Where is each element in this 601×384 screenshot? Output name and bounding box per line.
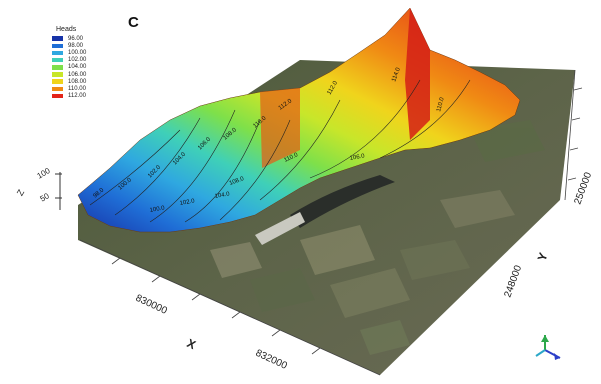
legend-label: 106.00: [68, 71, 87, 78]
legend-entry: 102.00: [52, 57, 112, 64]
legend-swatch: [52, 86, 63, 92]
legend-entry: 112.00: [52, 93, 112, 100]
legend-swatch: [52, 65, 63, 70]
legend-label: 96.00: [68, 35, 84, 42]
z-axis: 100 50 Z: [15, 166, 62, 210]
legend-title: Heads: [56, 26, 77, 33]
x-tick-832000: 832000: [254, 348, 289, 372]
contour-label: 104.0: [214, 191, 230, 200]
contour-label: 110.0: [436, 96, 446, 112]
legend-entry: 110.00: [52, 85, 112, 92]
pale-field: [255, 212, 305, 245]
legend-swatch: [52, 72, 63, 77]
contour-label: 108.0: [229, 176, 246, 187]
legend-label: 110.00: [68, 85, 86, 92]
head-ridge-wall: [405, 8, 430, 140]
x-tick-830000: 830000: [134, 293, 169, 317]
legend-entries: 96.00 98.00 100.00 102.00 104.00 106.00 108.00…: [52, 35, 112, 100]
y-tick-248000: 248000: [502, 263, 524, 299]
legend-label: 100.00: [68, 49, 87, 56]
legend-entry: 104.00: [52, 64, 112, 71]
legend-swatch: [52, 36, 63, 41]
panel-label: C: [128, 14, 139, 31]
z-tick-100: 100: [36, 166, 53, 181]
contour-label: 100.0: [149, 205, 165, 214]
z-tick-50: 50: [39, 191, 52, 204]
river-channel: [290, 175, 395, 228]
contour-lines: [89, 79, 471, 223]
orientation-axes-icon: [535, 335, 561, 360]
legend-label: 108.00: [68, 78, 87, 85]
legend-swatch: [52, 50, 63, 56]
legend-swatch: [52, 43, 63, 49]
legend-entry: 100.00: [52, 49, 112, 56]
y-tick-250000: 250000: [572, 170, 594, 206]
y-axis-label: Y: [535, 251, 551, 263]
legend-swatch: [52, 93, 63, 99]
z-axis-label: Z: [15, 187, 27, 197]
legend-swatch: [52, 79, 63, 84]
legend-swatch: [52, 57, 63, 63]
legend-label: 112.00: [68, 93, 86, 100]
legend-entry: 96.00: [52, 35, 112, 42]
heads-legend: Heads 96.00 98.00 100.00 102.00 104.00 106.00…: [52, 26, 112, 100]
contour-label: 110.0: [283, 152, 299, 164]
x-axis-label: X: [185, 336, 198, 352]
contour-label: 106.0: [349, 153, 365, 162]
legend-label: 102.00: [68, 57, 87, 64]
head-front-wall: [260, 88, 300, 168]
legend-entry: 108.00: [52, 78, 112, 85]
legend-label: 104.00: [68, 64, 87, 71]
contour-label: 102.0: [179, 198, 195, 207]
legend-entry: 106.00: [52, 71, 112, 78]
legend-entry: 98.00: [52, 42, 112, 49]
legend-label: 98.00: [68, 42, 84, 49]
contour-label: 114.0: [391, 66, 402, 82]
